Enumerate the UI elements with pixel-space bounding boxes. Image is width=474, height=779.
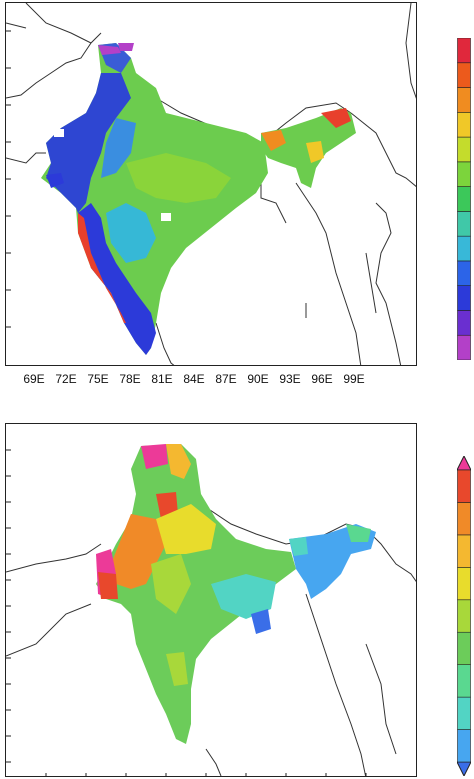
top-map-svg — [6, 3, 416, 365]
top-y-ticks — [6, 30, 11, 328]
x-tick-label: 99E — [343, 372, 365, 386]
colorbar-swatch — [457, 696, 471, 730]
colorbar-swatch — [457, 599, 471, 633]
x-tick-label: 87E — [215, 372, 237, 386]
colorbar-swatch — [457, 664, 471, 698]
colorbar-swatch — [457, 211, 471, 237]
colorbar-swatch — [457, 161, 471, 187]
bottom-field — [96, 444, 376, 744]
colorbar-arrow-bottom — [457, 761, 471, 776]
colorbar-swatch — [457, 631, 471, 665]
x-tick-label: 81E — [151, 372, 173, 386]
colorbar-swatch — [457, 567, 471, 601]
x-tick-label: 84E — [183, 372, 205, 386]
colorbar-swatch — [457, 334, 471, 360]
colorbar-swatch — [457, 87, 471, 113]
colorbar-arrow-top — [457, 456, 471, 471]
colorbar-swatch — [457, 186, 471, 212]
x-tick-label: 78E — [119, 372, 141, 386]
colorbar-swatch — [457, 729, 471, 763]
x-tick-label: 96E — [311, 372, 333, 386]
colorbar-swatch — [457, 534, 471, 568]
colorbar-swatch — [457, 136, 471, 163]
top-colorbar — [457, 38, 471, 360]
colorbar-swatch — [457, 260, 471, 286]
colorbar-swatch — [457, 62, 471, 88]
bottom-map-svg — [6, 444, 416, 776]
colorbar-swatch — [457, 469, 471, 503]
x-tick-label: 75E — [87, 372, 109, 386]
colorbar-swatch — [457, 310, 471, 336]
x-tick-label: 90E — [247, 372, 269, 386]
x-tick-label: 93E — [279, 372, 301, 386]
bottom-colorbar — [457, 456, 471, 776]
top-field — [41, 43, 356, 355]
colorbar-swatch — [457, 38, 471, 64]
x-tick-label: 69E — [23, 372, 45, 386]
top-colorbar-svg — [457, 38, 471, 360]
colorbar-swatch — [457, 112, 471, 138]
colorbar-swatch — [457, 285, 471, 311]
bottom-y-ticks — [6, 449, 11, 763]
bottom-map-panel — [5, 423, 417, 777]
colorbar-swatch — [457, 502, 471, 536]
bottom-colorbar-svg — [457, 456, 471, 776]
x-tick-label: 72E — [55, 372, 77, 386]
colorbar-swatch — [457, 235, 471, 262]
top-map-panel — [5, 2, 417, 366]
bottom-x-ticks — [45, 773, 367, 776]
